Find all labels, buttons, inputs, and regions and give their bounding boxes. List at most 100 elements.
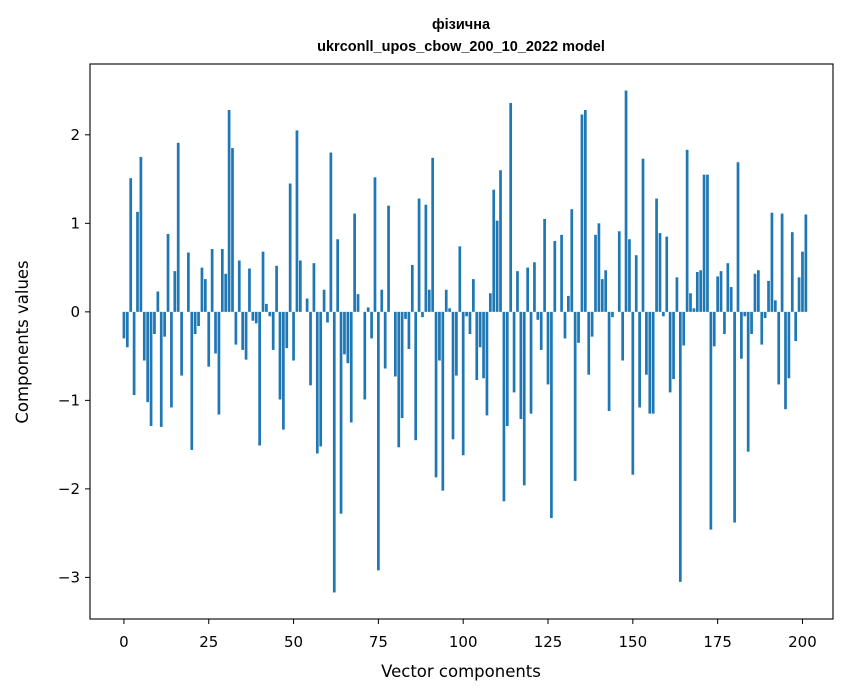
bar-10: [156, 291, 160, 312]
bar-132: [570, 209, 574, 312]
bar-81: [397, 311, 401, 448]
bar-180: [733, 311, 736, 523]
bar-136: [583, 110, 587, 312]
bar-33: [234, 311, 238, 345]
bar-80: [393, 311, 397, 377]
bar-6: [142, 311, 146, 361]
bar-66: [346, 311, 350, 364]
bar-39: [254, 311, 258, 324]
bar-8: [149, 311, 153, 427]
bar-139: [594, 234, 597, 312]
bar-96: [448, 308, 451, 312]
bar-42: [265, 303, 268, 312]
bar-31: [227, 110, 231, 312]
bar-120: [529, 311, 533, 414]
bar-178: [726, 263, 730, 312]
bar-187: [757, 270, 760, 312]
bar-153: [641, 158, 645, 312]
bar-34: [237, 260, 241, 312]
bar-174: [712, 311, 716, 347]
bar-50: [292, 311, 295, 361]
bar-115: [512, 311, 516, 393]
x-tick-label: 0: [119, 633, 129, 651]
bar-163: [675, 277, 679, 312]
x-tick-label: 125: [534, 633, 563, 651]
bar-87: [417, 198, 421, 312]
bar-170: [699, 270, 703, 312]
bar-197: [790, 232, 794, 312]
bar-21: [193, 311, 197, 334]
bar-192: [773, 300, 777, 312]
bar-186: [753, 273, 757, 312]
bar-56: [312, 263, 316, 312]
chart-title-line2: ukrconll_upos_cbow_200_10_2022 model: [317, 39, 605, 55]
bar-124: [543, 218, 546, 312]
bar-45: [275, 265, 278, 312]
bar-20: [190, 311, 194, 450]
y-tick-label: −2: [58, 480, 80, 498]
bar-188: [760, 311, 764, 345]
bar-94: [441, 311, 445, 491]
bar-75: [377, 311, 380, 571]
bar-43: [268, 311, 272, 317]
bar-142: [604, 270, 608, 312]
bar-196: [787, 311, 791, 379]
bar-32: [231, 148, 234, 312]
bar-121: [533, 262, 536, 312]
x-axis-label: Vector components: [381, 662, 541, 681]
bar-77: [383, 311, 387, 369]
bar-52: [298, 260, 302, 312]
bar-177: [723, 311, 726, 334]
bar-193: [777, 311, 781, 385]
bar-19: [187, 252, 190, 312]
bar-78: [387, 205, 390, 312]
bar-156: [651, 311, 655, 414]
bar-126: [550, 311, 553, 519]
bar-86: [414, 311, 418, 441]
bar-37: [248, 268, 251, 312]
bar-48: [285, 311, 289, 349]
bar-129: [560, 234, 563, 312]
bar-17: [180, 311, 183, 376]
bar-98: [455, 311, 458, 376]
bar-85: [410, 264, 414, 312]
bar-130: [563, 311, 567, 339]
bar-0: [122, 311, 126, 339]
bar-140: [597, 223, 601, 312]
bar-30: [224, 273, 228, 312]
bar-113: [505, 311, 509, 427]
bar-40: [258, 311, 261, 446]
bar-47: [282, 311, 285, 430]
bar-58: [319, 311, 323, 447]
bar-106: [482, 311, 485, 379]
bar-49: [288, 183, 292, 312]
bar-151: [634, 255, 638, 312]
bar-46: [278, 311, 282, 400]
y-axis-ticks: −3 −2 −1 0 1 2: [58, 126, 90, 586]
bar-89: [424, 204, 428, 312]
y-tick-label: 2: [70, 126, 80, 144]
bar-41: [261, 251, 265, 312]
bar-195: [784, 311, 787, 410]
bar-159: [662, 311, 665, 317]
bar-22: [197, 311, 200, 327]
bar-36: [244, 311, 248, 360]
bar-131: [567, 295, 570, 312]
bar-166: [685, 149, 689, 312]
bar-199: [797, 277, 801, 312]
bar-2: [129, 178, 133, 312]
bar-190: [767, 280, 770, 312]
bar-15: [173, 271, 177, 312]
bar-83: [404, 311, 407, 319]
bar-155: [648, 311, 652, 414]
bar-148: [624, 90, 628, 312]
bar-101: [465, 311, 468, 317]
bar-141: [600, 279, 604, 312]
bar-54: [305, 298, 309, 312]
x-tick-label: 50: [284, 633, 303, 651]
bar-144: [611, 311, 614, 318]
bar-122: [536, 311, 540, 320]
bar-4: [136, 211, 139, 312]
x-tick-label: 175: [703, 633, 732, 651]
